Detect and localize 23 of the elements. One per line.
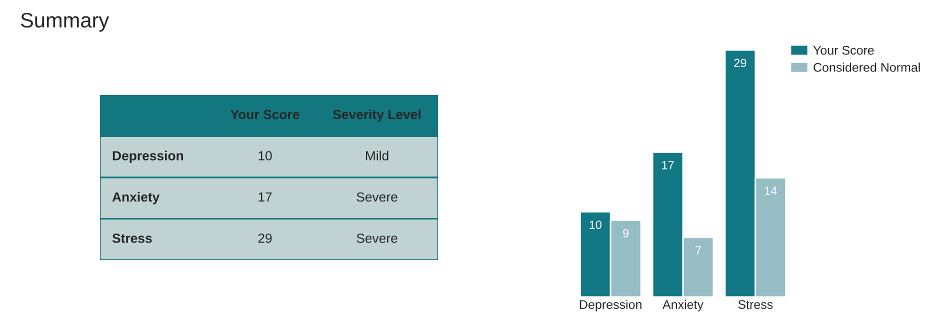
text: Anxiety [112, 192, 160, 204]
text: Severe [356, 234, 398, 243]
x-tick-label: Stress [738, 300, 773, 309]
x-tick-label: Depression [580, 300, 642, 312]
text: 10 [258, 151, 272, 160]
text: Severity Level [333, 109, 420, 122]
x-tick-label: Anxiety [662, 300, 704, 312]
text: 29 [258, 234, 272, 243]
text: Summary [20, 12, 110, 32]
text: Your Score [230, 110, 300, 120]
data-label: 7 [696, 246, 701, 254]
text: Depression [112, 150, 184, 164]
text: 17 [258, 192, 272, 202]
data-label: 14 [764, 186, 777, 195]
text: Severe [356, 192, 398, 202]
data-label: 10 [590, 220, 602, 229]
text: Mild [366, 150, 388, 160]
data-label: 17 [662, 161, 674, 170]
legend-label: Your Score [813, 46, 874, 55]
data-label: 9 [623, 229, 629, 238]
legend-label: Considered Normal [814, 62, 920, 72]
text: Stress [112, 234, 152, 243]
data-label: 29 [734, 58, 746, 68]
